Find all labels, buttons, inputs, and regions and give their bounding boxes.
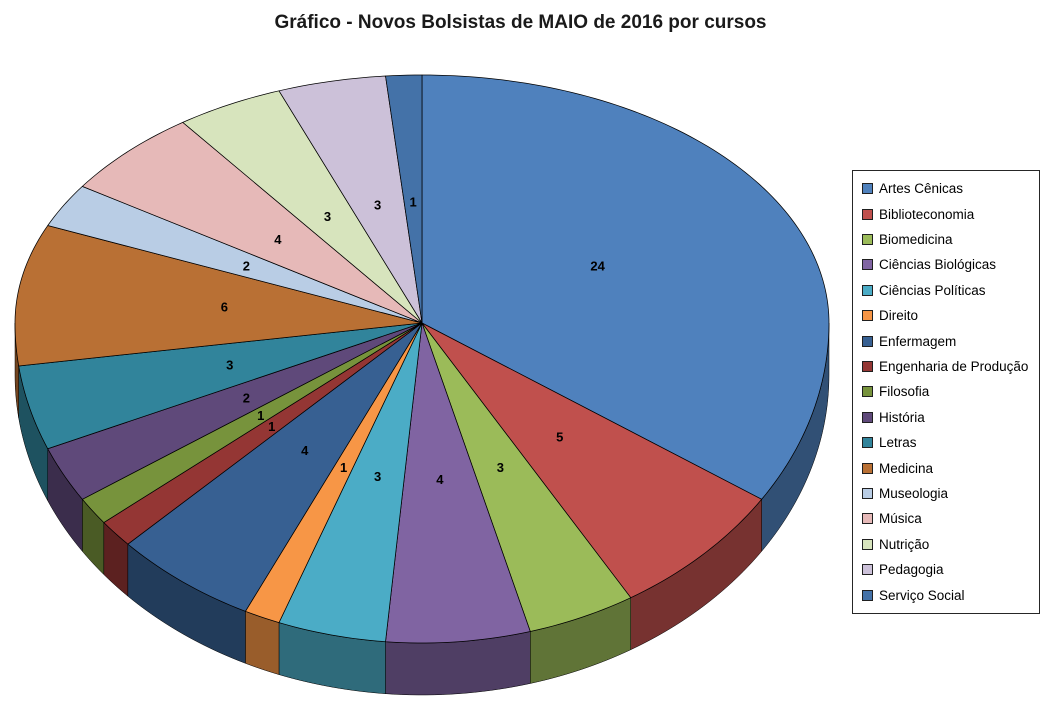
legend-item[interactable]: Ciências Políticas	[862, 283, 1035, 298]
slice-value-label: 5	[556, 429, 563, 444]
legend-label: Direito	[879, 308, 919, 324]
pie-slice[interactable]	[47, 186, 423, 324]
legend-label: Enfermagem	[879, 333, 957, 349]
legend-item[interactable]: Medicina	[862, 461, 1035, 476]
pie-slice[interactable]	[14, 225, 423, 367]
legend-label: História	[879, 409, 925, 425]
slice-value-label: 3	[497, 460, 504, 475]
slice-value-label: 2	[243, 390, 250, 405]
pie-slice[interactable]	[385, 74, 423, 324]
pie-slice[interactable]	[81, 322, 423, 523]
pie-slice[interactable]	[421, 74, 830, 500]
slice-value-label: 1	[340, 460, 347, 475]
slice-value-label: 3	[226, 358, 233, 373]
legend-label: Filosofia	[879, 384, 930, 400]
legend-marker	[862, 259, 873, 271]
legend-item[interactable]: Museologia	[862, 486, 1035, 501]
slice-value-label: 24	[590, 258, 605, 273]
legend-marker	[862, 488, 873, 500]
pie-slice[interactable]	[385, 322, 531, 644]
legend-item[interactable]: Filosofia	[862, 384, 1035, 399]
legend-label: Pedagogia	[879, 562, 944, 578]
legend-item[interactable]: Direito	[862, 308, 1035, 323]
legend-marker	[862, 234, 873, 246]
legend-item[interactable]: Nutrição	[862, 537, 1035, 552]
pie-slice[interactable]	[278, 75, 423, 324]
legend-marker	[862, 361, 873, 373]
slice-value-label: 3	[374, 469, 381, 484]
legend-item[interactable]: Enfermagem	[862, 334, 1035, 349]
slice-value-label: 2	[243, 258, 250, 273]
slice-value-label: 3	[324, 209, 331, 224]
legend[interactable]: Artes Cênicas Biblioteconomia Biomedicina C…	[852, 170, 1040, 614]
pie-slice[interactable]	[278, 322, 423, 643]
pie-slice[interactable]	[245, 322, 423, 623]
legend-marker	[862, 335, 873, 347]
pie-slice[interactable]	[182, 90, 423, 324]
legend-marker	[862, 411, 873, 423]
legend-marker	[862, 310, 873, 322]
legend-marker	[862, 462, 873, 474]
legend-label: Letras	[879, 435, 917, 451]
pie-slice[interactable]	[103, 322, 423, 545]
pie-slice[interactable]	[81, 121, 423, 324]
legend-marker	[862, 284, 873, 296]
legend-label: Engenharia de Produção	[879, 359, 1029, 375]
legend-label: Ciências Políticas	[879, 282, 986, 298]
legend-label: Museologia	[879, 486, 949, 502]
legend-item[interactable]: História	[862, 410, 1035, 425]
legend-label: Ciências Biológicas	[879, 257, 997, 273]
legend-marker	[862, 513, 873, 525]
legend-marker	[862, 183, 873, 195]
legend-item[interactable]: Música	[862, 511, 1035, 526]
legend-label: Biblioteconomia	[879, 206, 975, 222]
legend-item[interactable]: Biblioteconomia	[862, 207, 1035, 222]
slice-value-label: 1	[257, 408, 264, 423]
legend-item[interactable]: Letras	[862, 435, 1035, 450]
legend-label: Medicina	[879, 460, 934, 476]
legend-label: Serviço Social	[879, 587, 965, 603]
pie-slice[interactable]	[18, 322, 423, 450]
slice-value-label: 3	[374, 198, 381, 213]
legend-label: Música	[879, 511, 922, 527]
legend-item[interactable]: Artes Cênicas	[862, 181, 1035, 196]
legend-item[interactable]: Serviço Social	[862, 588, 1035, 603]
legend-marker	[862, 386, 873, 398]
legend-item[interactable]: Biomedicina	[862, 232, 1035, 247]
legend-label: Artes Cênicas	[879, 181, 964, 197]
slice-value-label: 4	[274, 232, 282, 247]
pie-slice[interactable]	[421, 322, 763, 599]
slice-value-label: 4	[301, 443, 309, 458]
slice-value-label: 4	[436, 472, 444, 487]
legend-item[interactable]: Pedagogia	[862, 562, 1035, 577]
slice-value-label: 6	[221, 300, 228, 315]
slice-value-label: 1	[409, 195, 416, 210]
legend-marker	[862, 564, 873, 576]
pie-slice[interactable]	[47, 322, 423, 500]
legend-marker	[862, 589, 873, 601]
pie-slice[interactable]	[127, 322, 423, 612]
legend-marker	[862, 208, 873, 220]
legend-item[interactable]: Ciências Biológicas	[862, 257, 1035, 272]
pie-slice[interactable]	[421, 322, 632, 632]
chart-title[interactable]: Gráfico - Novos Bolsistas de MAIO de 201…	[274, 12, 767, 33]
legend-marker	[862, 437, 873, 449]
slice-value-label: 1	[268, 419, 275, 434]
legend-marker	[862, 538, 873, 550]
legend-item[interactable]: Engenharia de Produção	[862, 359, 1035, 374]
legend-label: Nutrição	[879, 536, 930, 552]
legend-label: Biomedicina	[879, 232, 953, 248]
